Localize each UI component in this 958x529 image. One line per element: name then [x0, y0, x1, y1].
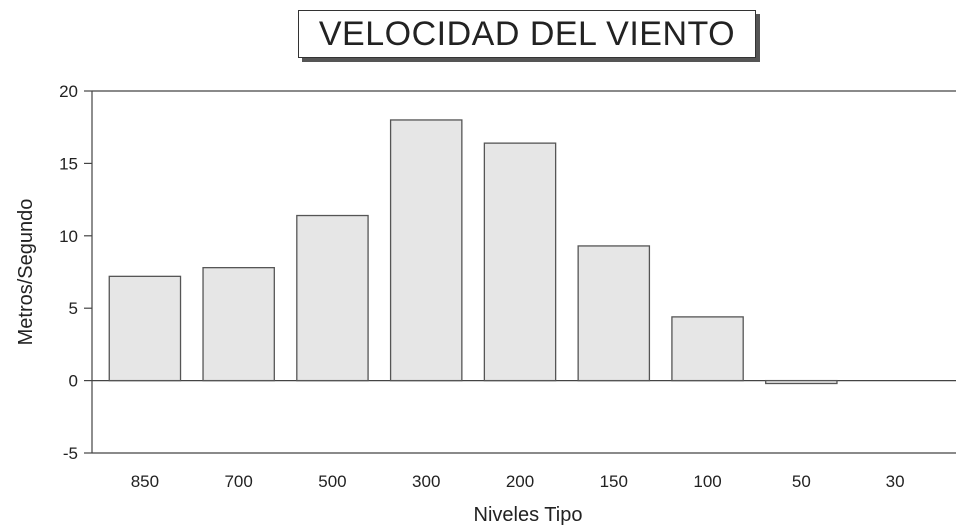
y-axis-ticks: 20 15 10 5 0 -5	[59, 82, 92, 463]
x-tick-label: 100	[693, 472, 721, 491]
bar-100	[671, 316, 744, 382]
bar-500	[296, 214, 369, 382]
x-tick-label: 50	[792, 472, 811, 491]
y-tick-label: 20	[59, 82, 78, 101]
chart-title: VELOCIDAD DEL VIENTO	[318, 14, 736, 53]
x-tick-label: 500	[318, 472, 346, 491]
bars	[108, 119, 838, 385]
x-tick-label: 30	[886, 472, 905, 491]
bar-50	[765, 379, 838, 385]
x-tick-label: 700	[224, 472, 252, 491]
y-tick-label: 15	[59, 154, 78, 173]
y-tick-label: 0	[69, 372, 78, 391]
bar-200	[483, 142, 557, 382]
x-axis-ticks: 850 700 500 300 200 150 100 50 30	[131, 472, 905, 491]
y-axis-label: Metros/Segundo	[15, 199, 37, 346]
x-axis-label: Niveles Tipo	[474, 504, 583, 526]
bar-150	[577, 245, 651, 382]
y-tick-label: 10	[59, 227, 78, 246]
chart-title-box: VELOCIDAD DEL VIENTO	[298, 10, 756, 58]
y-tick-label: -5	[63, 444, 78, 463]
x-tick-label: 850	[131, 472, 159, 491]
bar-300	[389, 119, 463, 382]
bar-850	[108, 275, 182, 382]
x-tick-label: 300	[412, 472, 440, 491]
y-tick-label: 5	[69, 299, 78, 318]
x-tick-label: 150	[600, 472, 628, 491]
bar-700	[202, 267, 275, 382]
x-tick-label: 200	[506, 472, 534, 491]
